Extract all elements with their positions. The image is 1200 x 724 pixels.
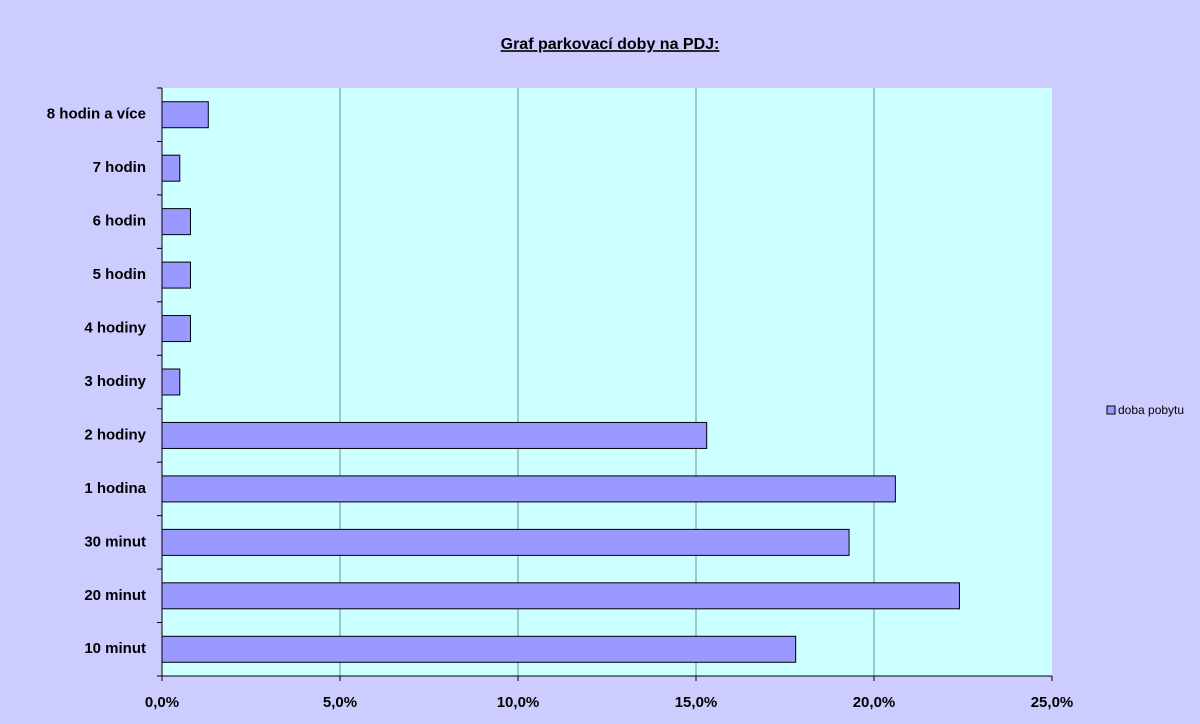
y-tick-label: 8 hodin a více: [47, 106, 146, 123]
x-tick-label: 25,0%: [1031, 694, 1074, 711]
y-tick-label: 10 minut: [84, 640, 146, 657]
x-tick-label: 15,0%: [675, 694, 718, 711]
y-tick-label: 4 hodiny: [84, 320, 146, 337]
y-tick-label: 5 hodin: [93, 266, 146, 283]
bar: [161, 368, 181, 396]
bar: [161, 101, 209, 129]
legend-label: doba pobytu: [1118, 403, 1184, 417]
bar: [161, 421, 708, 449]
chart-title: Graf parkovací doby na PDJ:: [501, 36, 720, 53]
y-tick-label: 2 hodiny: [84, 426, 146, 443]
plot-area: [162, 88, 1052, 676]
y-tick-label: 30 minut: [84, 533, 146, 550]
bar: [161, 582, 960, 610]
bar: [161, 261, 191, 289]
x-tick-label: 20,0%: [853, 694, 896, 711]
legend-swatch: [1106, 405, 1116, 415]
y-tick-label: 20 minut: [84, 587, 146, 604]
bar: [161, 315, 191, 343]
bar: [161, 154, 181, 182]
x-tick-label: 0,0%: [145, 694, 179, 711]
bar: [161, 475, 896, 503]
bar: [161, 528, 850, 556]
bar: [161, 208, 191, 236]
y-tick-label: 7 hodin: [93, 159, 146, 176]
y-tick-label: 1 hodina: [84, 480, 146, 497]
x-tick-label: 5,0%: [323, 694, 357, 711]
x-tick-label: 10,0%: [497, 694, 540, 711]
y-tick-label: 3 hodiny: [84, 373, 146, 390]
bar: [161, 635, 797, 663]
y-tick-label: 6 hodin: [93, 213, 146, 230]
